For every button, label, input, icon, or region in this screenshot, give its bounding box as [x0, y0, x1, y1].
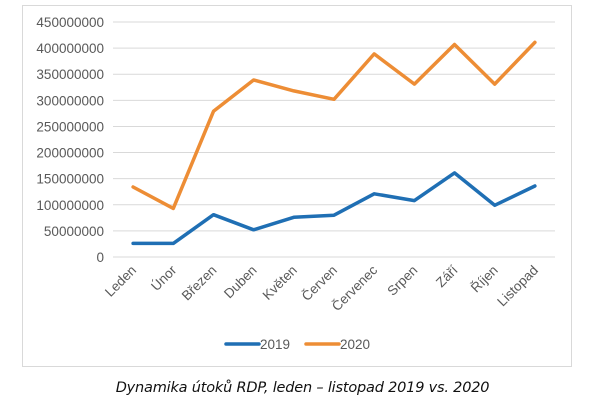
y-tick-label: 100000000: [36, 198, 104, 213]
y-tick-label: 350000000: [36, 67, 104, 82]
legend: 2019 2020: [224, 337, 370, 352]
series-line-2020: [131, 40, 537, 211]
x-tick-label: Únor: [148, 262, 180, 294]
x-tick-label: Srpen: [384, 263, 420, 299]
chart-area: [22, 5, 572, 367]
x-tick-label: Březen: [179, 263, 220, 304]
y-axis-labels: 0 50000000 100000000 150000000 200000000 2500…: [36, 15, 104, 265]
y-tick-label: 450000000: [36, 15, 104, 30]
y-tick-label: 0: [96, 250, 104, 265]
chart-caption: Dynamika útoků RDP, leden – listopad 201…: [115, 380, 490, 396]
series-lines: [131, 40, 537, 246]
x-axis-labels: Leden Únor Březen Duben KvětenČervenČervenec…: [102, 262, 541, 314]
x-tick-label: Duben: [221, 263, 260, 302]
y-tick-label: 200000000: [36, 146, 104, 161]
y-tick-label: 50000000: [44, 224, 104, 239]
x-tick-label: Září: [433, 262, 461, 290]
x-tick-label: Leden: [102, 263, 139, 300]
legend-label-2020: 2020: [340, 337, 370, 352]
x-tick-label: Říjen: [468, 263, 501, 296]
y-tick-label: 250000000: [36, 119, 104, 134]
y-tick-label: 400000000: [36, 41, 104, 56]
y-tick-label: 300000000: [36, 93, 104, 108]
x-tick-label: Listopad: [494, 263, 541, 310]
series-line-2019: [131, 171, 537, 246]
legend-label-2019: 2019: [260, 337, 290, 352]
gridlines: [113, 21, 555, 258]
y-tick-label: 150000000: [36, 172, 104, 187]
x-tick-label: Květen: [260, 263, 300, 303]
